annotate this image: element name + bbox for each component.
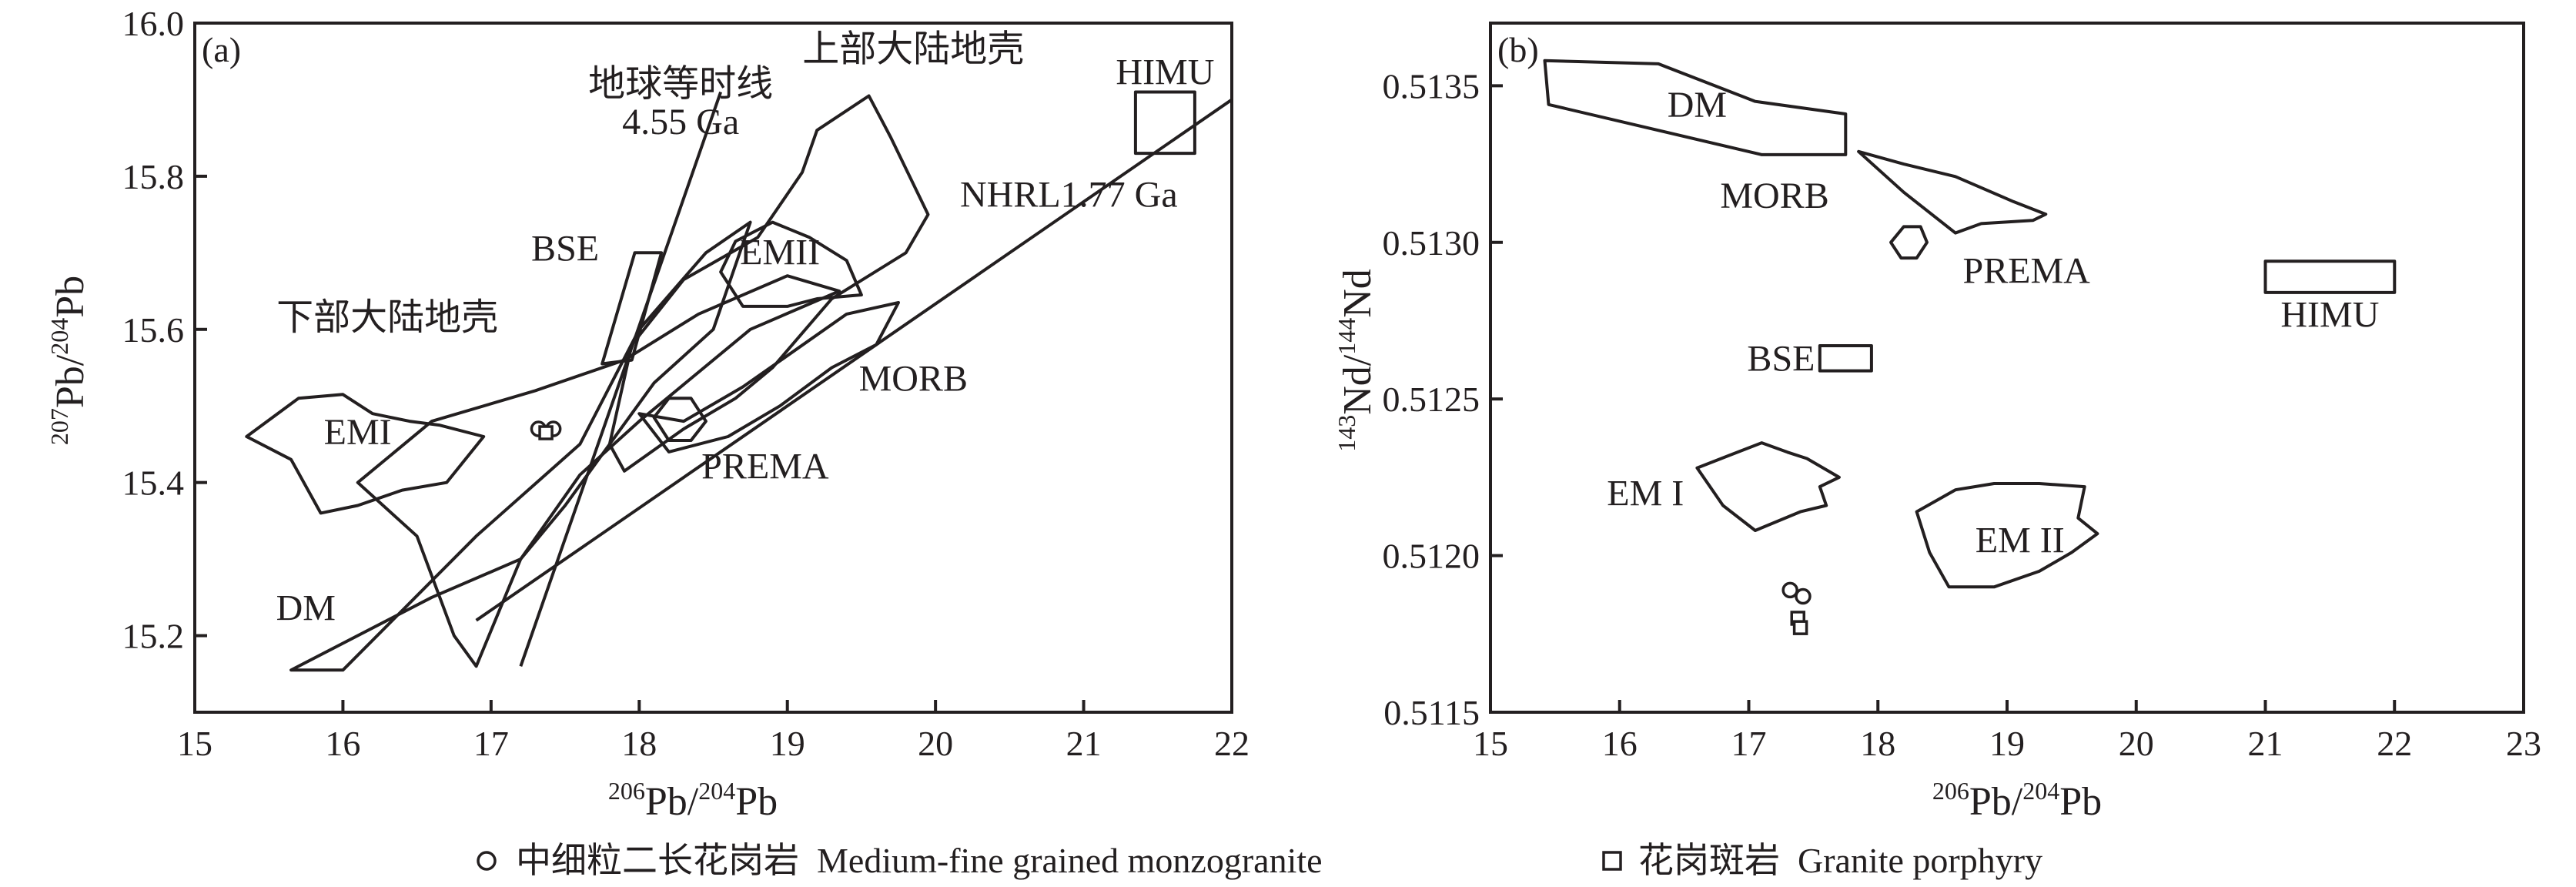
x-tick-label-a-17: 17: [473, 724, 509, 763]
field-label-a-9: NHRL1.77 Ga: [960, 175, 1178, 216]
field-label-a-8: HIMU: [1116, 52, 1214, 93]
panel-a: (a) 206Pb/204Pb 207Pb/204Pb 15 16 17 18 19 20…: [45, 4, 1250, 824]
reference-line-a-地球等时线: [519, 91, 723, 667]
y-tick-label-b-0.5120: 0.5120: [1383, 537, 1480, 576]
field-label-b-6: EM II: [1975, 520, 2065, 561]
y-tick-label-a-15.2: 15.2: [122, 617, 185, 656]
panel-b: (b) 206Pb/204Pb 143Nd/144Nd 15 16 17 18 19 20…: [1333, 22, 2541, 824]
field-b-em-i: [1695, 441, 1841, 532]
x-tick-label-a-19: 19: [770, 724, 805, 763]
x-tick-label-b-18: 18: [1860, 724, 1895, 763]
x-tick-label-a-18: 18: [621, 724, 657, 763]
legend-label-granite-porphyry: 花岗斑岩 Granite porphyry: [1638, 841, 2042, 880]
panel-label-b: (b): [1497, 30, 1539, 69]
x-axis-title-b: 206Pb/204Pb: [1932, 777, 2102, 824]
field-label-b-2: PREMA: [1962, 251, 2090, 292]
field-label-a-4: 下部大陆地壳: [276, 297, 498, 338]
field-a-emii: [719, 220, 863, 308]
y-tick-label-b-0.5115: 0.5115: [1383, 693, 1480, 732]
box-a-himu: [1133, 90, 1196, 156]
x-axis-title-a: 206Pb/204Pb: [608, 777, 778, 824]
field-a-emi: [245, 393, 486, 515]
x-tick-label-b-17: 17: [1731, 724, 1767, 763]
field-b-morb: [1857, 149, 2048, 235]
field-label-a-0: DM: [276, 588, 336, 629]
x-tick-label-a-15: 15: [177, 724, 212, 763]
sample-square-a-0: [538, 425, 554, 440]
reference-line-a-nhrl1-77-ga: [475, 98, 1233, 622]
field-label-a-10: MORB: [859, 358, 968, 399]
x-tick-label-b-23: 23: [2506, 724, 2541, 763]
field-label-a-2: EMII: [740, 232, 820, 273]
field-label-b-1: MORB: [1720, 176, 1828, 216]
y-tick-label-a-15.8: 15.8: [122, 157, 185, 196]
field-a-上部大陆地壳: [607, 94, 930, 473]
plot-frame-a: [193, 22, 1233, 714]
y-tick-label-a-15.4: 15.4: [122, 464, 185, 503]
y-tick-label-a-16.0: 16.0: [122, 4, 185, 43]
x-tick-label-b-22: 22: [2377, 724, 2412, 763]
field-label-a-3: BSE: [531, 228, 599, 269]
field-label-a-1: EMI: [324, 412, 392, 453]
field-a-下部大陆地壳: [356, 274, 841, 668]
field-label-b-4: HIMU: [2280, 295, 2379, 336]
field-label-a-6: 地球等时线: [588, 63, 773, 104]
x-tick-label-b-15: 15: [1473, 724, 1508, 763]
y-axis-title-b: 143Nd/144Nd: [1333, 269, 1380, 452]
field-b-dm: [1543, 59, 1848, 156]
box-b-himu: [2263, 259, 2397, 294]
field-label-a-7: 4.55 Ga: [622, 102, 739, 142]
field-b-prema: [1889, 225, 1929, 260]
legend-label-monzogranite: 中细粒二长花岗岩 Medium-fine grained monzogranit…: [516, 841, 1323, 880]
y-tick-label-a-15.6: 15.6: [122, 310, 185, 350]
sample-circle-b-1: [1795, 587, 1812, 605]
field-label-b-3: BSE: [1747, 339, 1815, 380]
field-label-b-0: DM: [1668, 85, 1727, 126]
box-b-bse: [1818, 344, 1873, 373]
x-tick-label-a-22: 22: [1214, 724, 1250, 763]
y-tick-label-b-0.5135: 0.5135: [1383, 66, 1480, 105]
field-label-a-5: 上部大陆地壳: [802, 29, 1024, 70]
y-axis-title-a: 207Pb/204Pb: [45, 276, 92, 445]
field-b-em-ii: [1915, 482, 2099, 589]
field-label-a-11: PREMA: [701, 447, 829, 487]
field-a-prema: [652, 397, 708, 442]
sample-circle-b-0: [1781, 581, 1798, 599]
sample-square-b-1: [1792, 620, 1808, 635]
y-tick-label-b-0.5130: 0.5130: [1383, 223, 1480, 263]
legend-square-marker: [1602, 851, 1622, 871]
x-tick-label-b-16: 16: [1602, 724, 1638, 763]
x-tick-label-a-20: 20: [918, 724, 953, 763]
x-tick-label-b-21: 21: [2248, 724, 2283, 763]
legend-circle-marker: [477, 851, 497, 871]
box-a-bse: [601, 251, 664, 366]
x-tick-label-b-20: 20: [2119, 724, 2154, 763]
field-a-morb: [637, 301, 900, 454]
x-tick-label-a-16: 16: [325, 724, 360, 763]
x-tick-label-a-21: 21: [1066, 724, 1102, 763]
panel-label-a: (a): [202, 30, 241, 69]
field-label-b-5: EM I: [1607, 474, 1684, 514]
legend: 中细粒二长花岗岩 Medium-fine grained monzogranit…: [477, 841, 2042, 880]
y-tick-label-b-0.5125: 0.5125: [1383, 380, 1480, 419]
x-tick-label-b-19: 19: [1989, 724, 2025, 763]
